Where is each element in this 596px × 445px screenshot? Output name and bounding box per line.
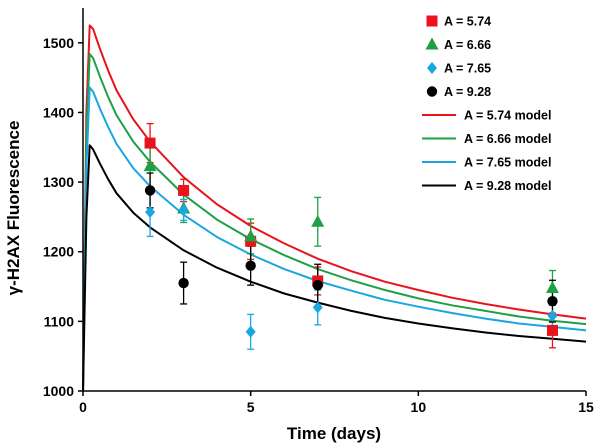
data-point: [546, 324, 558, 336]
legend-marker: [426, 86, 438, 97]
legend-label: A = 6.66 model: [464, 132, 551, 146]
x-tick-label: 5: [247, 399, 255, 415]
x-tick-label: 10: [411, 399, 427, 415]
legend-marker: [426, 15, 438, 27]
model-line: [82, 144, 587, 392]
data-point: [312, 279, 323, 291]
legend-label: A = 7.65 model: [464, 156, 551, 170]
x-tick-label: 0: [79, 399, 87, 415]
legend-label: A = 5.74: [444, 15, 491, 29]
legend-label: A = 9.28: [444, 85, 491, 99]
ticks: 0 5 10 15 1000 1100 1200 1300 1400 1500: [43, 35, 594, 415]
data-point: [143, 159, 157, 172]
y-tick-label: 1100: [44, 313, 75, 329]
data-points: [143, 137, 559, 338]
data-point: [178, 277, 189, 289]
data-point: [244, 229, 258, 242]
legend-label: A = 7.65: [444, 62, 491, 76]
model-line: [82, 24, 587, 392]
data-point: [547, 309, 558, 322]
data-point: [144, 185, 156, 196]
data-point: [545, 280, 559, 293]
model-line: [82, 86, 587, 392]
model-line: [82, 53, 587, 392]
y-axis-title: γ-H2AX Fluorescence: [4, 121, 23, 296]
legend-label: A = 9.28 model: [464, 179, 551, 193]
legend-label: A = 6.66: [444, 38, 491, 52]
data-point: [178, 203, 189, 216]
axes: [82, 8, 586, 392]
data-point: [547, 295, 558, 307]
data-point: [145, 206, 156, 219]
model-curves: [82, 24, 587, 392]
legend-marker: [425, 37, 439, 50]
data-point: [144, 137, 156, 149]
data-point: [245, 260, 256, 271]
data-point: [178, 184, 190, 196]
y-tick-label: 1000: [43, 383, 74, 399]
y-tick-label: 1500: [43, 35, 74, 51]
legend-label: A = 5.74 model: [464, 109, 551, 123]
y-tick-label: 1300: [43, 174, 74, 190]
legend: A = 5.74 A = 6.66 A = 7.65 A = 9.28 A = 5.74…: [422, 15, 551, 193]
x-axis-title: Time (days): [287, 424, 381, 443]
x-tick-label: 15: [578, 399, 594, 415]
y-tick-label: 1200: [43, 244, 74, 260]
legend-marker: [427, 62, 437, 74]
data-point: [245, 325, 256, 338]
y-tick-label: 1400: [43, 104, 74, 120]
data-point: [311, 214, 325, 227]
data-point: [312, 301, 323, 314]
